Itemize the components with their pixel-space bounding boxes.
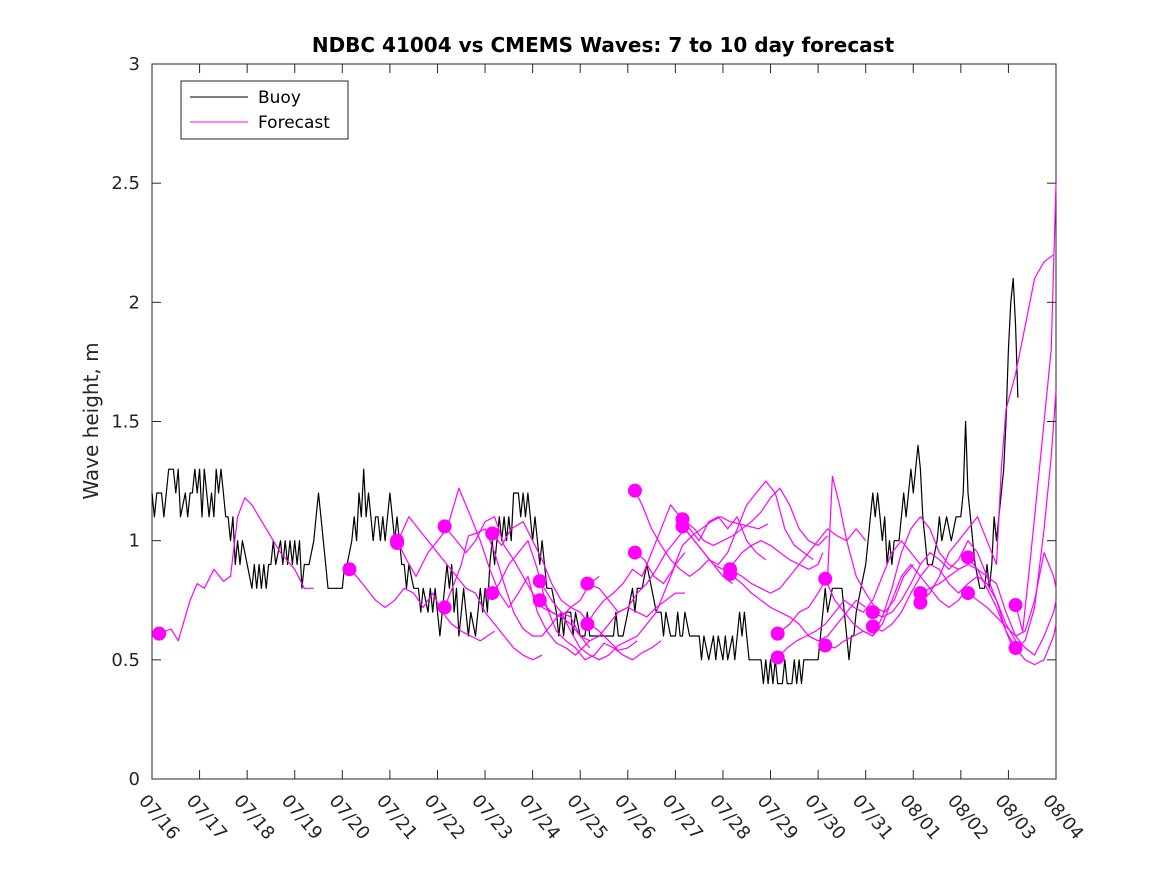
forecast-start-marker: [913, 586, 928, 601]
plot-frame: [151, 63, 1057, 780]
series-line-forecast: [1015, 183, 1057, 632]
y-tick-label: 2: [129, 292, 140, 313]
y-tick-label: 2.5: [111, 173, 140, 194]
forecast-start-marker: [960, 550, 975, 565]
forecast-start-marker: [580, 617, 595, 632]
forecast-start-marker: [960, 586, 975, 601]
forecast-start-marker: [865, 605, 880, 620]
forecast-start-marker: [818, 638, 833, 653]
y-axis: 0 0.5 1 1.5 2 2.5 3: [111, 54, 1056, 790]
forecast-start-marker: [485, 526, 500, 541]
series-line-forecast: [396, 516, 543, 661]
series-line-forecast: [491, 521, 638, 651]
forecast-start-marker: [1008, 640, 1023, 655]
chart-title: NDBC 41004 vs CMEMS Waves: 7 to 10 day f…: [312, 33, 895, 57]
legend-label-forecast: Forecast: [258, 113, 330, 133]
forecast-start-marker: [770, 626, 785, 641]
plot-area: 00.511.522.53 07/1607/1707/1807/1907/200…: [111, 54, 1087, 844]
forecast-start-marker: [723, 567, 738, 582]
forecast-start-marker: [485, 586, 500, 601]
y-axis-label: Wave height, m: [79, 342, 103, 499]
series-line-forecast: [444, 516, 600, 618]
series-line-forecast: [158, 497, 314, 642]
forecast-start-marker: [770, 650, 785, 665]
y-tick-label: 3: [129, 54, 140, 75]
series-line-forecast: [777, 540, 921, 658]
series-line-forecast: [824, 516, 969, 637]
y-tick-label: 0.5: [111, 650, 140, 671]
forecast-start-marker: [437, 600, 452, 615]
forecast-start-marker: [580, 576, 595, 591]
y-tick-label: 1.5: [111, 412, 140, 433]
forecast-start-marker: [437, 519, 452, 534]
series-line-forecast: [729, 573, 867, 642]
series-line-forecast: [491, 540, 662, 661]
series-line-forecast: [919, 254, 1054, 604]
series-line-forecast: [634, 480, 814, 577]
legend-box: [180, 80, 349, 140]
forecast-start-marker: [342, 562, 357, 577]
legend-label-buoy: Buoy: [258, 88, 301, 108]
series-line-forecast: [586, 504, 767, 625]
series-line-forecast: [539, 552, 686, 661]
series-line-forecast: [682, 487, 829, 546]
forecast-start-marker: [152, 626, 167, 641]
forecast-start-marker: [818, 571, 833, 586]
forecast-start-marker: [1008, 598, 1023, 613]
marker-layer: [152, 483, 1023, 665]
series-line-buoy: [151, 277, 1019, 685]
series-layer: [151, 183, 1057, 685]
y-tick-label: 1: [129, 531, 140, 552]
forecast-start-marker: [627, 483, 642, 498]
series-line-forecast: [967, 552, 1057, 637]
forecast-start-marker: [627, 545, 642, 560]
series-line-forecast: [872, 563, 1017, 656]
series-line-forecast: [920, 563, 1057, 656]
series-line-forecast: [825, 563, 969, 649]
forecast-start-marker: [865, 619, 880, 634]
forecast-start-marker: [532, 593, 547, 608]
series-line-forecast: [444, 528, 591, 649]
legend: Buoy Forecast: [180, 80, 349, 140]
series-line-forecast: [682, 526, 824, 570]
series-line-forecast: [349, 568, 495, 642]
forecast-start-marker: [532, 574, 547, 589]
series-line-forecast: [729, 528, 867, 594]
forecast-start-marker: [390, 536, 405, 551]
series-line-forecast: [396, 487, 591, 656]
y-tick-label: 0: [129, 769, 140, 790]
series-line-forecast: [1015, 390, 1057, 649]
forecast-start-marker: [675, 519, 690, 534]
